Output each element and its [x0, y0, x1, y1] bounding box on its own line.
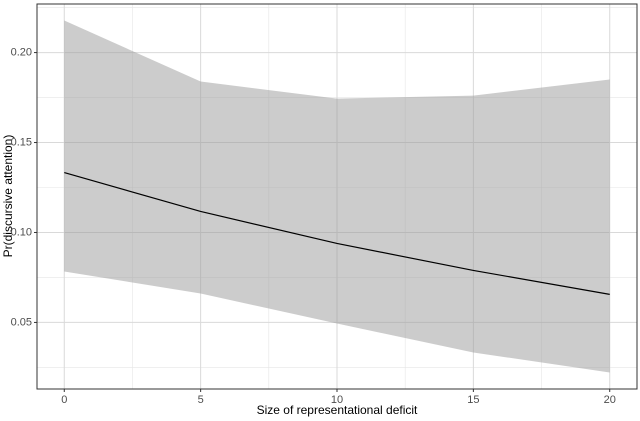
y-axis-title: Pr(discursive attention) — [1, 135, 15, 258]
x-tick-label: 20 — [604, 394, 616, 406]
y-tick-label: 0.05 — [11, 316, 32, 328]
x-tick-label: 5 — [198, 394, 204, 406]
y-tick-label: 0.10 — [11, 226, 32, 238]
x-tick-label: 10 — [331, 394, 343, 406]
x-tick-label: 15 — [467, 394, 479, 406]
panel-border — [36, 3, 638, 390]
y-tick-label: 0.20 — [11, 46, 32, 58]
line — [64, 171, 610, 295]
x-axis-title: Size of representational deficit — [257, 403, 418, 417]
confidence-band — [64, 20, 610, 373]
x-tick-label: 0 — [61, 394, 67, 406]
y-tick-label: 0.15 — [11, 136, 32, 148]
